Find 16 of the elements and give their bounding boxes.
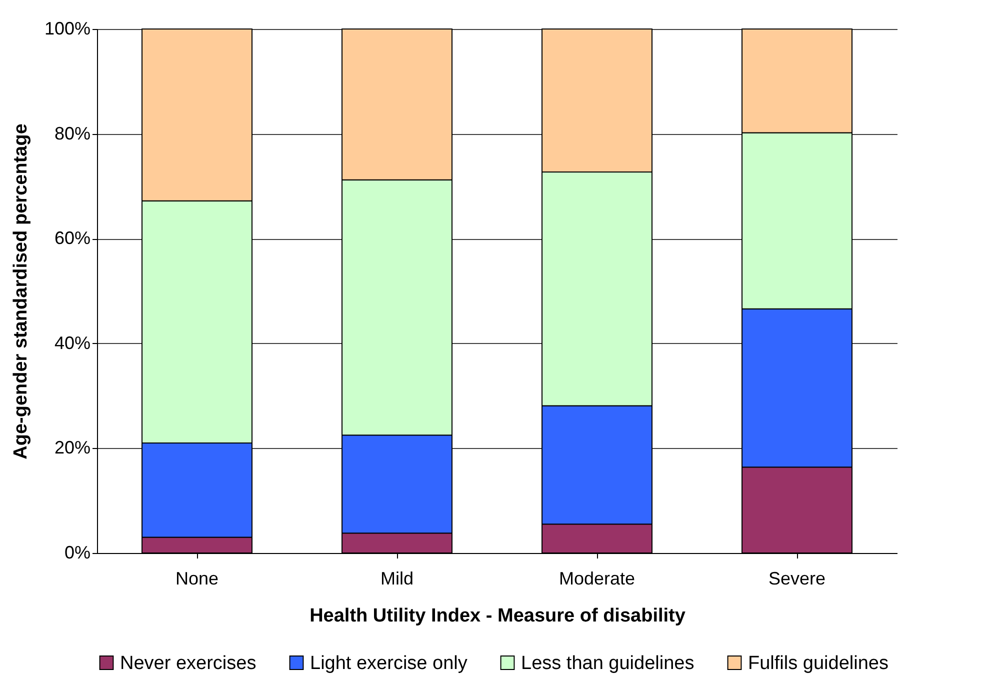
legend-label: Fulfils guidelines <box>748 652 888 674</box>
legend-label: Never exercises <box>120 652 256 674</box>
legend-label: Less than guidelines <box>521 652 694 674</box>
y-tick-label: 40% <box>54 332 90 353</box>
x-tick-label: None <box>175 568 219 588</box>
x-tick-label: Mild <box>380 568 414 588</box>
x-tick-label: Severe <box>768 568 826 588</box>
legend-label: Light exercise only <box>310 652 468 674</box>
y-tick-label: 100% <box>44 18 90 38</box>
x-tick-label: Moderate <box>558 568 636 588</box>
y-tick-label: 20% <box>54 438 90 458</box>
y-tick-label: 0% <box>64 542 90 562</box>
y-tick-label: 80% <box>54 123 90 144</box>
x-axis-title: Health Utility Index - Measure of disability <box>310 606 686 626</box>
y-tick-label: 60% <box>54 228 90 248</box>
y-axis-title: Age-gender standardised percentage <box>10 124 32 460</box>
